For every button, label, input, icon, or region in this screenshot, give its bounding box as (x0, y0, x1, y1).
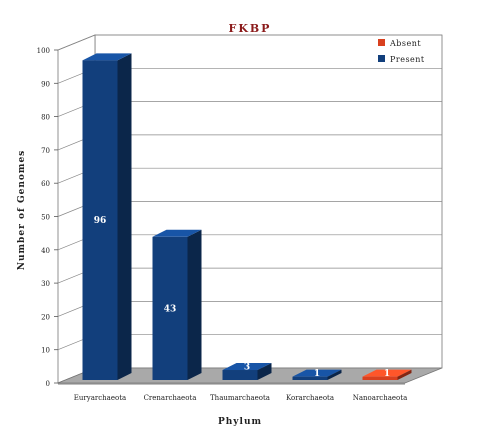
bar-top (292, 369, 342, 377)
x-tick-label: Korarchaeota (286, 394, 334, 402)
bar (362, 376, 398, 380)
y-tick-label: 40 (41, 247, 50, 255)
y-tick-label: 90 (41, 80, 50, 88)
y-tick-label: 80 (41, 114, 50, 122)
y-tick-label: 10 (41, 347, 50, 355)
x-tick-label: Thaumarchaeota (210, 394, 270, 402)
bar (292, 376, 328, 380)
bar (222, 370, 258, 380)
x-tick-label: Crenarchaeota (144, 394, 197, 402)
value-label: 3 (244, 363, 250, 373)
chart-title: FKBP (229, 22, 272, 35)
bar (82, 60, 118, 380)
y-tick-label: 100 (37, 47, 50, 55)
bar-side (187, 229, 202, 380)
bar-side (327, 369, 342, 380)
y-tick-label: 50 (41, 214, 50, 222)
y-axis-label: Number of Genomes (17, 150, 27, 270)
bar-side (397, 369, 412, 380)
y-tick-label: 0 (46, 380, 50, 388)
x-tick-label: Euryarchaeota (74, 394, 126, 402)
y-tick-label: 70 (41, 147, 50, 155)
value-label: 1 (384, 369, 390, 379)
legend-swatch (378, 39, 385, 46)
bar (152, 236, 188, 380)
grid-line (57, 34, 442, 51)
bar-top (82, 53, 132, 61)
bar-top (362, 369, 412, 377)
y-tick-label: 20 (41, 313, 50, 321)
x-axis-label: Phylum (218, 417, 262, 427)
bar-side (257, 363, 272, 380)
x-tick-label: Nanoarchaeota (353, 394, 408, 402)
y-tick-label: 60 (41, 180, 50, 188)
value-label: 43 (164, 304, 177, 314)
y-tick-label: 30 (41, 280, 50, 288)
value-label: 1 (314, 369, 320, 379)
value-label: 96 (94, 216, 107, 226)
legend-label: Absent (389, 39, 421, 48)
legend-label: Present (390, 55, 425, 64)
legend-swatch (378, 55, 385, 62)
bar-side (117, 53, 132, 380)
bar-top (152, 229, 202, 237)
bar-top (222, 363, 272, 371)
